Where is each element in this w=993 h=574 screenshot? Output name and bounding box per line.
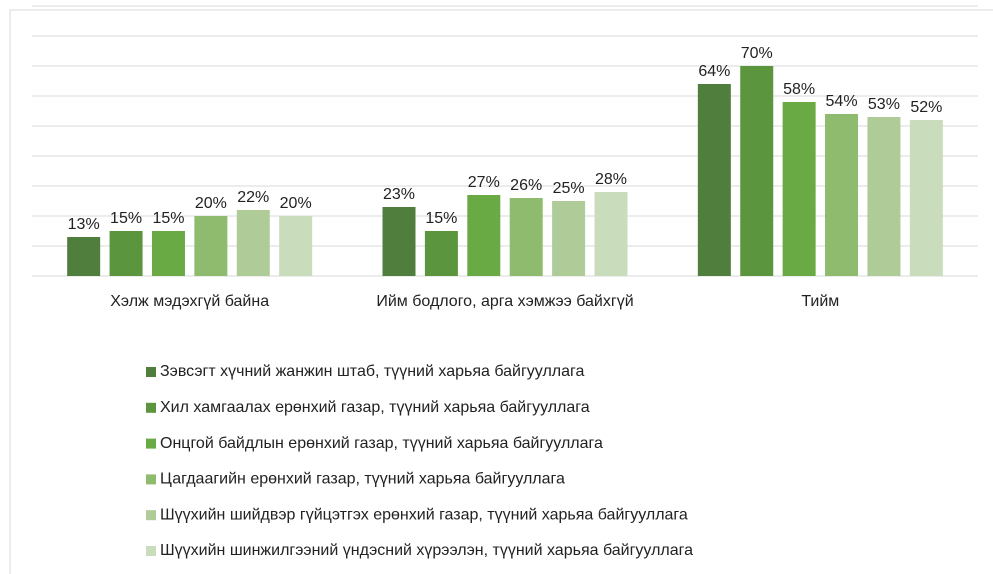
bar [697,84,731,276]
data-label: 64% [698,63,730,80]
data-label: 20% [280,195,312,212]
legend-swatch [146,438,156,449]
x-tick-label: Тийм [801,293,840,310]
bar [236,210,270,276]
legend-swatch [146,474,156,485]
legend-label: Шүүхийн шийдвэр гүйцэтгэх ерөнхий газар,… [160,506,688,523]
legend-swatch [146,367,156,377]
data-label: 15% [110,210,142,227]
bar [382,207,416,276]
legend-swatch [146,510,156,521]
x-tick-label: Ийм бодлого, арга хэмжээ байхгүй [376,293,634,310]
legend-label: Цагдаагийн ерөнхий газар, түүний харьяа … [160,471,565,488]
data-label: 54% [826,93,858,110]
bar [552,201,586,276]
data-label: 28% [595,171,627,188]
bar [151,231,185,276]
legend-label: Онцгой байдлын ерөнхий газар, түүний хар… [160,435,603,452]
data-label: 15% [152,210,184,227]
bar [782,102,816,276]
data-label: 22% [237,189,269,206]
legend-swatch [146,546,156,556]
bar [509,198,543,276]
data-label: 27% [468,174,500,191]
data-label: 25% [553,180,585,197]
bar [194,216,228,276]
bar [67,237,101,276]
x-tick-label: Хэлж мэдэхгүй байна [110,293,270,310]
bar [594,192,628,276]
legend-swatch [146,402,156,413]
data-label: 70% [741,45,773,62]
data-label: 13% [68,216,100,233]
bar [109,231,143,276]
chart-border [9,9,993,574]
bar [279,216,313,276]
bar [467,195,501,276]
bar [867,117,901,276]
legend-label: Шүүхийн шинжилгээний үндэсний хүрээлэн, … [160,542,693,559]
data-label: 26% [510,177,542,194]
bar [424,231,458,276]
data-label: 20% [195,195,227,212]
data-label: 52% [910,99,942,116]
data-label: 15% [425,210,457,227]
data-label: 58% [783,81,815,98]
legend-label: Хил хамгаалах ерөнхий газар, түүний харь… [160,399,590,416]
legend-label: Зэвсэгт хүчний жанжин штаб, түүний харья… [160,363,585,380]
bar [909,120,943,276]
bar [740,66,774,276]
data-label: 23% [383,186,415,203]
data-label: 53% [868,96,900,113]
bar [825,114,859,276]
